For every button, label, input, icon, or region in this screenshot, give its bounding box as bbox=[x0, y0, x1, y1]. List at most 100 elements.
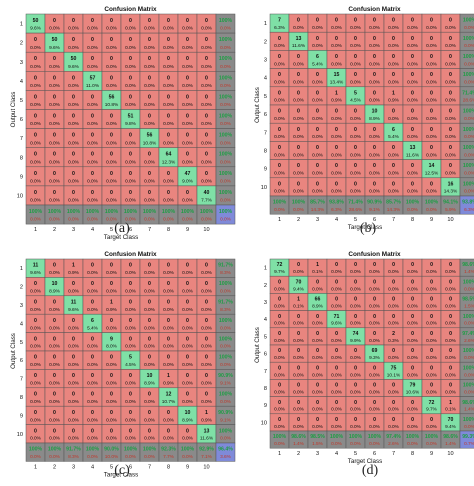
cell-percent: 0.0% bbox=[106, 45, 118, 51]
cell-percent: 0.1% bbox=[293, 304, 305, 310]
panel-label: (c) bbox=[114, 463, 130, 478]
cell-count: 0 bbox=[411, 109, 414, 115]
cell-percent: 0.0% bbox=[331, 338, 343, 344]
cell-count: 0 bbox=[278, 383, 281, 389]
cell-percent: 0.0% bbox=[274, 338, 286, 344]
cell-count: 0 bbox=[335, 54, 338, 60]
cell-percent: 0.0% bbox=[182, 45, 194, 51]
cell-count: 92.9% bbox=[199, 447, 214, 453]
x-tick-label: 9 bbox=[430, 217, 433, 223]
overall-accuracy-cell bbox=[459, 430, 474, 449]
cell-percent: 0.0% bbox=[182, 270, 194, 276]
cell-percent: 0.0% bbox=[30, 399, 42, 405]
cell-count: 100% bbox=[162, 209, 176, 215]
cell-percent: 2.6% bbox=[464, 338, 474, 344]
cell-percent: 0.0% bbox=[388, 304, 400, 310]
cell-count: 0 bbox=[430, 18, 433, 24]
cell-count: 0 bbox=[354, 417, 357, 423]
cell-count: 100% bbox=[330, 434, 344, 440]
cell-percent: 0.0% bbox=[49, 307, 61, 313]
cell-count: 100% bbox=[406, 200, 420, 206]
cell-count: 0 bbox=[129, 373, 132, 379]
cell-percent: 0.0% bbox=[125, 178, 137, 184]
cell-percent: 12.3% bbox=[162, 159, 176, 165]
cell-count: 0 bbox=[91, 18, 94, 24]
x-tick-label: 7 bbox=[148, 227, 151, 233]
cell-percent: 0.0% bbox=[350, 304, 362, 310]
chart-title: Confusion Matrix bbox=[348, 6, 401, 13]
cell-percent: 0.0% bbox=[407, 269, 419, 275]
x-tick-label: 6 bbox=[373, 451, 376, 457]
cell-percent: 0.0% bbox=[312, 407, 324, 413]
cell-count: 0 bbox=[53, 410, 56, 416]
y-tick-label: 9 bbox=[264, 403, 267, 409]
cell-count: 1 bbox=[449, 400, 452, 406]
cell-percent: 0.0% bbox=[201, 83, 213, 89]
cell-count: 0 bbox=[316, 109, 319, 115]
cell-percent: 0.9% bbox=[106, 307, 118, 313]
cell-percent: 0.0% bbox=[350, 269, 362, 275]
y-tick-label: 3 bbox=[20, 303, 23, 309]
cell-percent: 0.0% bbox=[274, 407, 286, 413]
y-tick-label: 5 bbox=[20, 98, 23, 104]
cell-percent: 0.0% bbox=[274, 98, 286, 104]
cell-count: 0 bbox=[430, 72, 433, 78]
cell-percent: 0.0% bbox=[350, 321, 362, 327]
cell-percent: 9.7% bbox=[426, 407, 438, 413]
cell-percent: 0.0% bbox=[163, 288, 175, 294]
cell-percent: 0.0% bbox=[331, 407, 343, 413]
cell-count: 100% bbox=[219, 114, 233, 120]
x-tick-label: 8 bbox=[167, 464, 170, 470]
x-tick-label: 2 bbox=[297, 217, 300, 223]
cell-count: 0 bbox=[167, 355, 170, 361]
cell-percent: 0.0% bbox=[369, 152, 381, 158]
cell-percent: 0.0% bbox=[445, 134, 457, 140]
cell-count: 0 bbox=[335, 36, 338, 42]
cell-percent: 0.0% bbox=[182, 26, 194, 32]
cell-count: 0 bbox=[430, 127, 433, 133]
cell-percent: 0.0% bbox=[87, 217, 99, 223]
cell-percent: 0.0% bbox=[106, 83, 118, 89]
cell-count: 0 bbox=[167, 18, 170, 24]
cell-count: 100% bbox=[463, 127, 474, 133]
cell-percent: 0.0% bbox=[220, 362, 232, 368]
cell-percent: 0.0% bbox=[49, 270, 61, 276]
cell-percent: 0.0% bbox=[445, 286, 457, 292]
cell-percent: 0.0% bbox=[331, 441, 343, 447]
cell-count: 85.7% bbox=[386, 200, 401, 206]
cell-count: 0 bbox=[449, 54, 452, 60]
cell-percent: 0.0% bbox=[464, 61, 474, 67]
cell-count: 10 bbox=[147, 373, 153, 379]
cell-count: 0 bbox=[110, 318, 113, 324]
cell-count: 0 bbox=[167, 37, 170, 43]
cell-percent: 0.0% bbox=[274, 43, 286, 49]
cell-percent: 0.0% bbox=[125, 217, 137, 223]
cell-percent: 0.0% bbox=[388, 407, 400, 413]
cell-count: 50 bbox=[52, 37, 58, 43]
cell-count: 0 bbox=[148, 355, 151, 361]
cell-percent: 0.0% bbox=[68, 399, 80, 405]
cell-count: 0 bbox=[129, 336, 132, 342]
cell-count: 0 bbox=[167, 281, 170, 287]
cell-percent: 0.0% bbox=[407, 189, 419, 195]
cell-count: 100% bbox=[219, 171, 233, 177]
cell-percent: 0.0% bbox=[407, 286, 419, 292]
y-tick-label: 1 bbox=[264, 21, 267, 27]
cell-percent: 0.0% bbox=[350, 390, 362, 396]
cell-percent: 0.0% bbox=[369, 171, 381, 177]
x-tick-label: 8 bbox=[411, 451, 414, 457]
cell-percent: 0.0% bbox=[274, 441, 286, 447]
cell-count: 93.8% bbox=[462, 200, 474, 206]
cell-percent: 0.0% bbox=[30, 307, 42, 313]
cell-percent: 0.0% bbox=[331, 171, 343, 177]
cell-percent: 0.0% bbox=[144, 417, 156, 423]
cell-percent: 0.0% bbox=[369, 321, 381, 327]
cell-percent: 0.0% bbox=[144, 178, 156, 184]
cell-percent: 6.3% bbox=[274, 25, 286, 31]
cell-percent: 0.0% bbox=[68, 83, 80, 89]
cell-count: 0 bbox=[297, 400, 300, 406]
y-tick-label: 7 bbox=[264, 369, 267, 375]
cell-count: 0 bbox=[110, 373, 113, 379]
cell-count: 0 bbox=[91, 94, 94, 100]
cell-count: 0 bbox=[148, 318, 151, 324]
